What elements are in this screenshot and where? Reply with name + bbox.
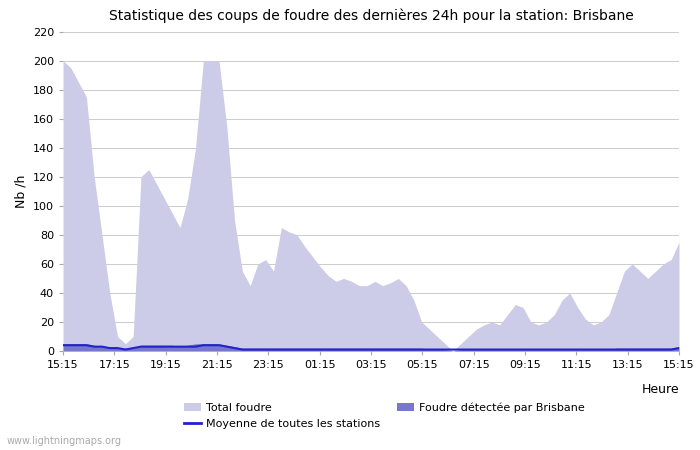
- Title: Statistique des coups de foudre des dernières 24h pour la station: Brisbane: Statistique des coups de foudre des dern…: [108, 9, 634, 23]
- Text: Heure: Heure: [641, 383, 679, 396]
- Text: www.lightningmaps.org: www.lightningmaps.org: [7, 436, 122, 446]
- Y-axis label: Nb /h: Nb /h: [14, 175, 27, 208]
- Legend: Total foudre, Moyenne de toutes les stations, Foudre détectée par Brisbane: Total foudre, Moyenne de toutes les stat…: [179, 398, 589, 433]
